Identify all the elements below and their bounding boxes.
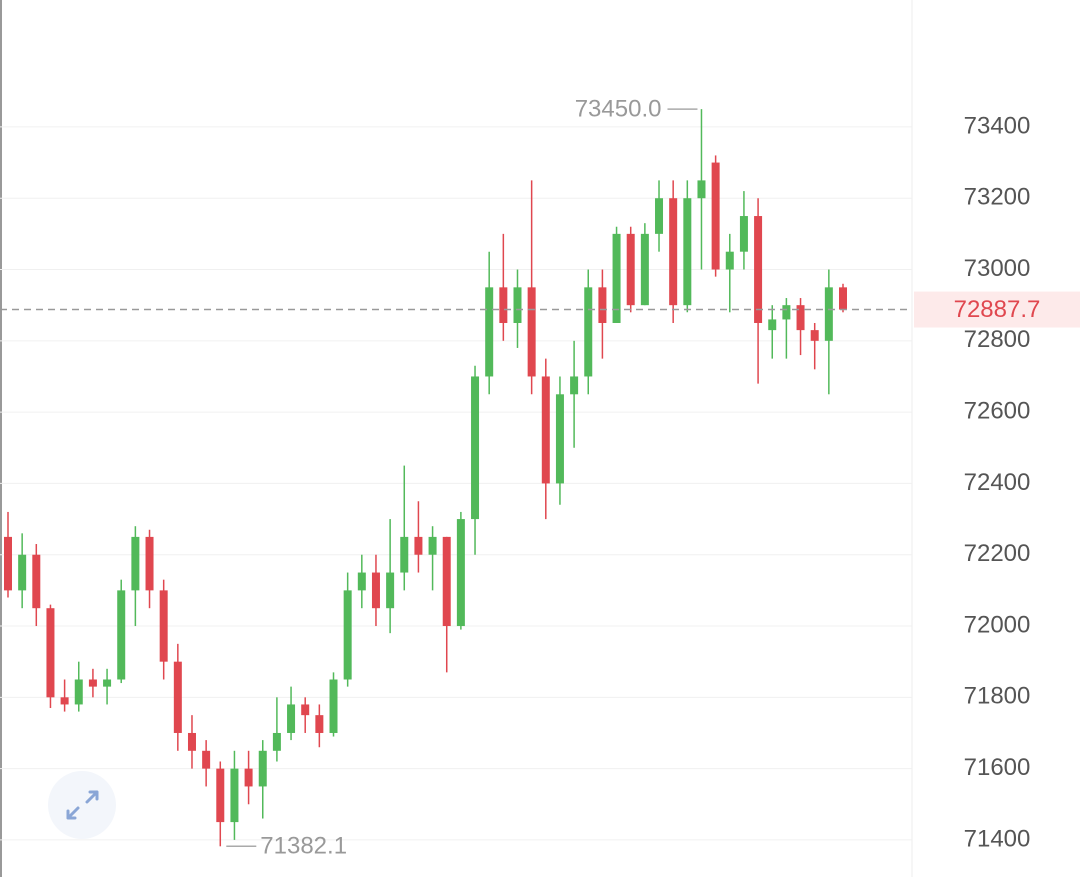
last-price-badge bbox=[914, 291, 1080, 328]
y-tick-label: 71600 bbox=[964, 754, 1031, 781]
candle-body bbox=[343, 590, 352, 680]
candle-body bbox=[60, 697, 69, 705]
candle-body bbox=[230, 768, 239, 823]
candle-body bbox=[414, 536, 423, 555]
candle-body bbox=[768, 319, 777, 331]
candle-body bbox=[187, 732, 196, 751]
candle-body bbox=[796, 305, 805, 331]
candle-body bbox=[541, 376, 550, 484]
candle-body bbox=[669, 198, 678, 306]
y-tick-label: 72200 bbox=[964, 540, 1031, 567]
y-tick-label: 72600 bbox=[964, 397, 1031, 424]
candle-body bbox=[244, 768, 253, 787]
candle-body bbox=[32, 554, 41, 609]
y-tick-label: 72000 bbox=[964, 611, 1031, 638]
candle-body bbox=[456, 519, 465, 627]
candle-body bbox=[301, 704, 310, 716]
candle-body bbox=[711, 162, 720, 270]
candle-body bbox=[839, 287, 847, 310]
candle-body bbox=[513, 287, 522, 323]
candle-body bbox=[329, 679, 338, 733]
candle-body bbox=[202, 750, 211, 769]
y-tick-label: 73000 bbox=[964, 255, 1031, 282]
candle-body bbox=[258, 750, 267, 787]
candle-body bbox=[88, 679, 97, 687]
candle-body bbox=[18, 554, 27, 591]
candle-body bbox=[824, 287, 833, 341]
candle-body bbox=[739, 216, 748, 252]
candle-body bbox=[287, 704, 296, 733]
candle-body bbox=[782, 305, 791, 320]
candle-body bbox=[485, 287, 494, 377]
candle-body bbox=[117, 590, 126, 680]
candle-body bbox=[598, 287, 607, 323]
candle-body bbox=[626, 233, 635, 306]
last-price-label: 72887.7 bbox=[954, 296, 1041, 323]
candle-body bbox=[272, 732, 281, 751]
candle-body bbox=[173, 661, 182, 733]
candle-body bbox=[4, 536, 12, 591]
candle-body bbox=[216, 768, 225, 823]
candle-body bbox=[655, 198, 664, 234]
y-tick-label: 71400 bbox=[964, 825, 1031, 852]
expand-button[interactable] bbox=[48, 771, 116, 839]
candle-body bbox=[683, 198, 692, 306]
candle-body bbox=[725, 251, 734, 270]
y-tick-label: 73400 bbox=[964, 112, 1031, 139]
candle-body bbox=[584, 287, 593, 377]
y-tick-label: 73200 bbox=[964, 184, 1031, 211]
y-tick-label: 72800 bbox=[964, 326, 1031, 353]
candle-body bbox=[640, 233, 649, 306]
candle-body bbox=[103, 679, 112, 687]
candle-body bbox=[315, 715, 324, 733]
candle-body bbox=[400, 536, 409, 573]
y-tick-label: 71800 bbox=[964, 683, 1031, 710]
candle-body bbox=[386, 572, 395, 609]
extreme-label: 71382.1 bbox=[260, 833, 347, 860]
candle-body bbox=[145, 536, 154, 591]
candle-body bbox=[570, 376, 579, 395]
candle-body bbox=[131, 536, 140, 591]
candle-body bbox=[810, 330, 819, 341]
candle-body bbox=[499, 287, 508, 323]
candle-body bbox=[74, 679, 83, 705]
candle-body bbox=[159, 590, 168, 662]
candle-body bbox=[612, 233, 621, 323]
candle-body bbox=[754, 216, 763, 323]
extreme-label: 73450.0 bbox=[575, 95, 662, 122]
candle-body bbox=[442, 536, 451, 627]
candle-body bbox=[697, 180, 706, 199]
candle-body bbox=[428, 536, 437, 555]
candle-body bbox=[46, 608, 55, 698]
candle-body bbox=[527, 287, 536, 377]
candle-body bbox=[471, 376, 480, 520]
candle-body bbox=[371, 572, 380, 609]
y-tick-label: 72400 bbox=[964, 469, 1031, 496]
candle-body bbox=[555, 394, 564, 484]
candle-body bbox=[357, 572, 366, 591]
